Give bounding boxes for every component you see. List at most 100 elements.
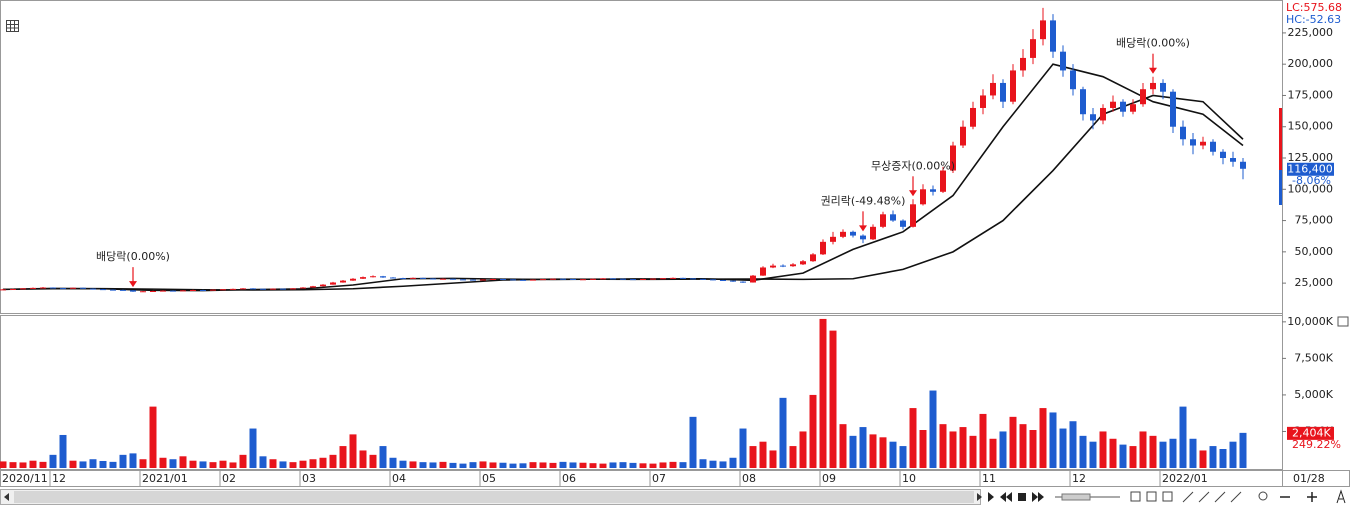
- x-tick-label: 03: [302, 472, 316, 485]
- volume-ratio: 249.22%: [1292, 438, 1341, 451]
- search-button[interactable]: [1258, 491, 1268, 501]
- scroll-right[interactable]: [977, 493, 982, 501]
- x-tick-label: 07: [652, 472, 666, 485]
- tool-1[interactable]: [1130, 491, 1141, 502]
- annotation: 배당락(0.00%): [96, 250, 170, 263]
- candle-body: [530, 279, 536, 281]
- y-tick-label: 75,000: [1295, 214, 1334, 227]
- candle-body: [680, 277, 686, 279]
- play-button[interactable]: [988, 492, 994, 502]
- candle-body: [330, 282, 336, 285]
- volume-bar: [889, 441, 897, 468]
- volume-bar: [529, 462, 537, 468]
- volume-bar: [549, 462, 557, 468]
- volume-bar: [419, 462, 427, 468]
- volume-bar: [259, 456, 267, 468]
- volume-bar: [79, 461, 87, 468]
- candle-body: [310, 286, 316, 288]
- volume-bar: [789, 446, 797, 468]
- candle-body: [1110, 101, 1116, 108]
- tool-3[interactable]: [1162, 491, 1173, 502]
- x-tick-label: 10: [902, 472, 916, 485]
- volume-bar: [149, 406, 157, 468]
- scroll-left[interactable]: [4, 493, 9, 501]
- volume-bar: [1149, 435, 1157, 468]
- x-tick-label: 12: [52, 472, 66, 485]
- candle-body: [390, 277, 396, 279]
- volume-bar: [279, 461, 287, 468]
- candle-body: [650, 278, 656, 280]
- panel-icon[interactable]: [1337, 316, 1349, 327]
- volume-bar: [1079, 435, 1087, 468]
- range-bar-up: [1279, 108, 1282, 170]
- volume-bar: [1059, 428, 1067, 468]
- volume-bar: [99, 460, 107, 468]
- candle-body: [260, 288, 266, 290]
- candle-body: [370, 276, 376, 278]
- volume-bar: [229, 462, 237, 468]
- volume-bar: [1139, 431, 1147, 468]
- volume-bar: [479, 461, 487, 468]
- rewind-button[interactable]: [1000, 492, 1012, 502]
- scroll-thumb[interactable]: [14, 491, 974, 503]
- volume-bar: [379, 446, 387, 468]
- volume-bar: [849, 435, 857, 468]
- auto-button[interactable]: [1336, 489, 1346, 504]
- price-tag-box: [1287, 162, 1334, 176]
- candle-body: [960, 126, 966, 146]
- candle-body: [1090, 114, 1096, 121]
- candle-body: [410, 277, 416, 279]
- volume-bar: [589, 463, 597, 468]
- volume-bar: [389, 457, 397, 468]
- candle-body: [190, 290, 196, 292]
- volume-bar: [239, 454, 247, 468]
- volume-bar: [839, 424, 847, 468]
- volume-bar: [1129, 446, 1137, 468]
- candle-body: [800, 261, 806, 265]
- forward-button[interactable]: [1032, 492, 1044, 502]
- volume-bar: [1189, 438, 1197, 468]
- zoom-thumb[interactable]: [1061, 493, 1091, 501]
- candle-body: [660, 278, 666, 280]
- volume-bar: [919, 430, 927, 468]
- volume-bar: [359, 450, 367, 468]
- candle-body: [1220, 151, 1226, 159]
- candle-body: [700, 278, 706, 280]
- candle-body: [770, 265, 776, 268]
- volume-bar: [899, 446, 907, 468]
- candle-body: [360, 277, 366, 279]
- volume-bar: [49, 454, 57, 468]
- volume-bar: [439, 461, 447, 468]
- volume-bar: [749, 446, 757, 468]
- tool-2[interactable]: [1146, 491, 1157, 502]
- table-icon: [6, 20, 19, 32]
- toolbar: [988, 489, 1346, 504]
- volume-bar: [869, 434, 877, 468]
- candle-body: [0, 289, 6, 291]
- candle-body: [1040, 20, 1046, 40]
- candle-body: [90, 288, 96, 290]
- candle-body: [230, 288, 236, 290]
- candle-body: [610, 278, 616, 280]
- candle-body: [970, 107, 976, 127]
- volume-bar: [1209, 446, 1217, 468]
- y-tick-label: 175,000: [1288, 88, 1334, 101]
- volume-bar: [979, 413, 987, 468]
- price-panel: [0, 0, 1283, 314]
- candle-body: [510, 279, 516, 281]
- x-tick-label: 2020/11: [2, 472, 48, 485]
- candle-body: [1160, 82, 1166, 92]
- volume-bar: [559, 461, 567, 468]
- volume-bar: [959, 427, 967, 468]
- volume-bar: [1019, 424, 1027, 468]
- zoom-buttons[interactable]: [1280, 492, 1317, 502]
- stop-button[interactable]: [1018, 493, 1026, 501]
- volume-bar: [469, 462, 477, 468]
- volume-bar: [619, 462, 627, 468]
- volume-bar: [949, 431, 957, 468]
- candle-body: [890, 214, 896, 221]
- candle-body: [1230, 158, 1236, 162]
- volume-bar: [819, 318, 827, 468]
- candle-body: [990, 82, 996, 96]
- draw-tools[interactable]: [1182, 491, 1242, 503]
